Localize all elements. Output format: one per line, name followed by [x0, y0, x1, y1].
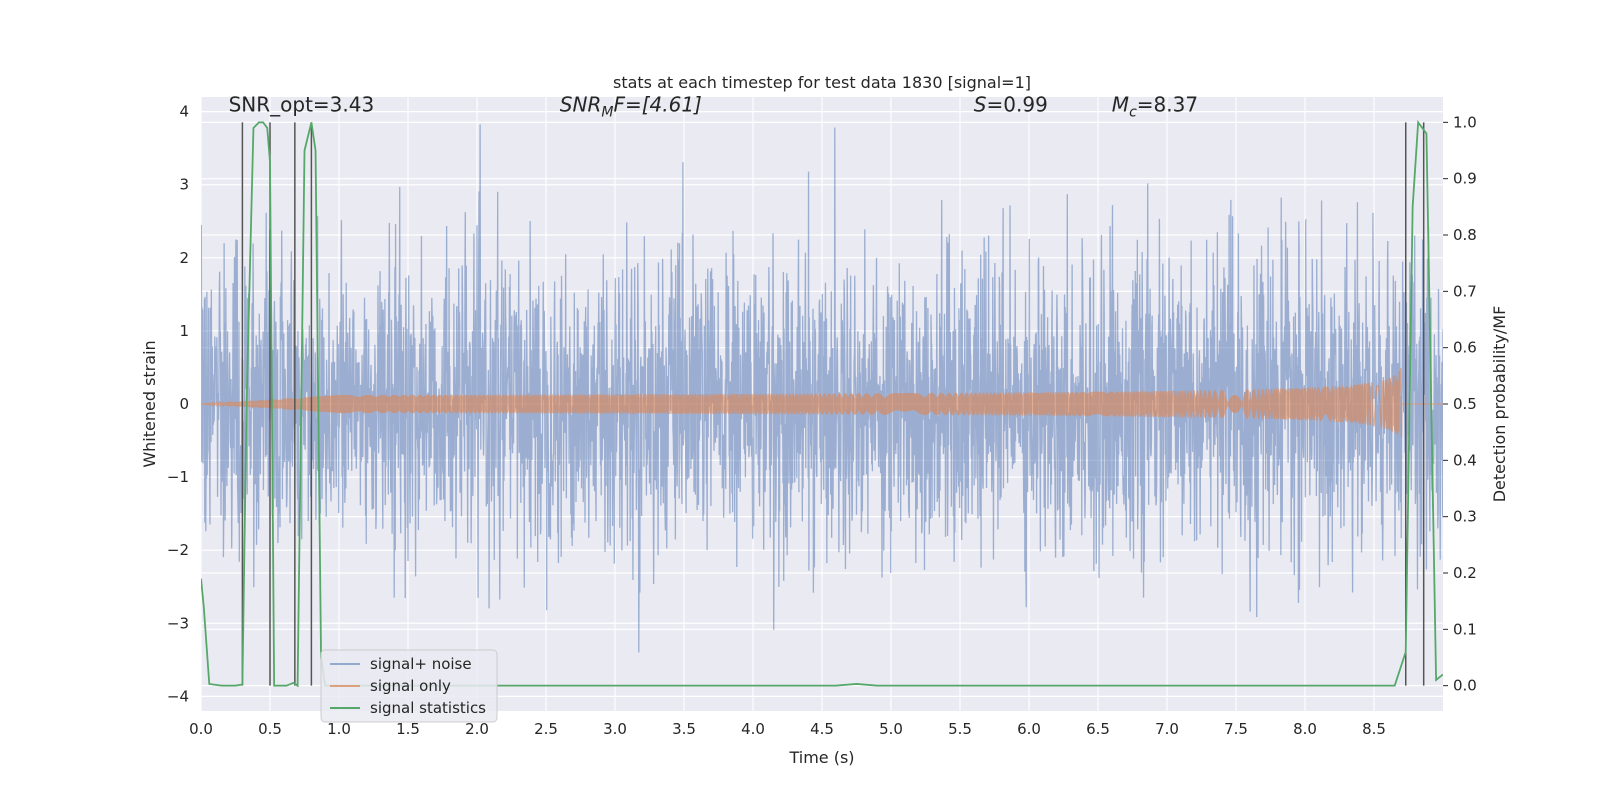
x-tick-label: 4.5: [810, 720, 834, 738]
x-tick-label: 8.5: [1362, 720, 1386, 738]
x-tick-label: 2.5: [534, 720, 558, 738]
x-tick-label: 5.0: [879, 720, 903, 738]
x-tick-label: 4.0: [741, 720, 765, 738]
annotation-subscript: c: [1129, 105, 1137, 121]
y-tick-label-left: −3: [167, 614, 189, 632]
x-axis-ticks: 0.0 0.5 1.0 1.5 2.0 2.5 3.0 3.5 4.0 4.5 5.0 5.5 6.0 6…: [189, 720, 1386, 738]
x-tick-label: 0.5: [258, 720, 282, 738]
x-tick-label: 3.0: [603, 720, 627, 738]
annotation-tail: =0.99: [987, 93, 1048, 117]
annotation-text: SNRMF=[4.61]: [560, 93, 702, 121]
legend-box: [320, 649, 498, 723]
legend: signal+ noise signal only signal statist…: [320, 649, 498, 723]
y-tick-label-right: 0.3: [1453, 508, 1477, 526]
annotation-main: SNR_opt=3.43: [229, 93, 375, 117]
annotation-subscript: M: [601, 105, 613, 121]
x-tick-label: 1.5: [396, 720, 420, 738]
y-tick-label-right: 0.5: [1453, 395, 1477, 413]
annotation-text: Mc=8.37: [1112, 93, 1198, 121]
x-tick-label: 2.0: [465, 720, 489, 738]
y-tick-label-right: 0.8: [1453, 226, 1477, 244]
y-tick-label-left: 2: [179, 249, 189, 267]
y-axis-right-ticks: 1.0 0.9 0.8 0.7 0.6 0.5 0.4 0.3 0.2 0.1 0.0: [1443, 113, 1477, 695]
y-tick-label-right: 1.0: [1453, 113, 1477, 131]
y-tick-label-right: 0.7: [1453, 282, 1477, 300]
annotation-main: S: [974, 93, 987, 117]
y-tick-label-right: 0.2: [1453, 564, 1477, 582]
y-tick-label-right: 0.4: [1453, 451, 1477, 469]
vertical-markers: [241, 122, 1425, 686]
x-tick-label: 6.0: [1017, 720, 1041, 738]
x-tick-label: 1.0: [327, 720, 351, 738]
legend-label-signal-statistics: signal statistics: [370, 699, 486, 717]
x-tick-label: 7.0: [1155, 720, 1179, 738]
x-tick-label: 7.5: [1224, 720, 1248, 738]
x-tick-label: 0.0: [189, 720, 213, 738]
y-tick-label-left: 1: [179, 322, 189, 340]
annotation-tail: =8.37: [1137, 93, 1198, 117]
signal-statistics-series: [201, 119, 1443, 688]
y-tick-label-right: 0.9: [1453, 170, 1477, 188]
annotation-main: M: [1112, 93, 1129, 117]
x-axis-label: Time (s): [788, 748, 854, 767]
x-tick-label: 8.0: [1293, 720, 1317, 738]
legend-label-signal-only: signal only: [370, 677, 451, 695]
y-tick-label-left: −4: [167, 687, 189, 705]
annotations: SNR_opt=3.43 SNRMF=[4.61] S=0.99 Mc=8.37: [229, 93, 1198, 121]
y-tick-label-right: 0.0: [1453, 677, 1477, 695]
x-tick-label: 3.5: [672, 720, 696, 738]
y-tick-label-left: 0: [179, 395, 189, 413]
y-tick-label-left: −2: [167, 541, 189, 559]
x-tick-label: 6.5: [1086, 720, 1110, 738]
y-axis-right-label: Detection probability/MF: [1490, 306, 1509, 503]
y-tick-label-left: −1: [167, 468, 189, 486]
y-axis-left-ticks: 4 3 2 1 0 −1 −2 −3 −4: [167, 103, 189, 706]
y-tick-label-left: 4: [179, 103, 189, 121]
y-axis-left-label: Whitened strain: [140, 340, 159, 467]
annotation-main: SNR: [560, 93, 602, 117]
annotation-tail: F=[4.61]: [613, 93, 701, 117]
y-tick-label-left: 3: [179, 176, 189, 194]
annotation-text: SNR_opt=3.43: [229, 93, 375, 117]
x-tick-label: 5.5: [948, 720, 972, 738]
chart-title: stats at each timestep for test data 183…: [613, 73, 1031, 92]
y-tick-label-right: 0.1: [1453, 620, 1477, 638]
signal-statistics-line: [201, 119, 1443, 688]
annotation-text: S=0.99: [974, 93, 1048, 117]
signal-only-line: [201, 367, 1443, 437]
legend-label-signal-noise: signal+ noise: [370, 655, 472, 673]
signal-only-series: [201, 367, 1443, 437]
y-tick-label-right: 0.6: [1453, 339, 1477, 357]
